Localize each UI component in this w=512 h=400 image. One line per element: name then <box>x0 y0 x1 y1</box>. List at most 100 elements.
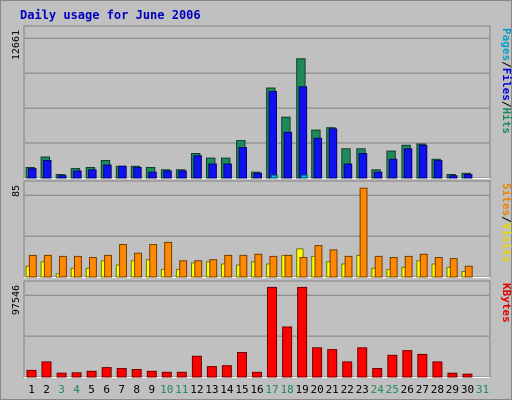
bar-files-day-14 <box>223 163 232 179</box>
bar-kbytes-day-16 <box>252 371 262 378</box>
panel-3: 97546 KBytes <box>11 280 512 378</box>
day-label-12: 12 <box>190 383 203 396</box>
bar-files-day-17 <box>268 91 277 179</box>
bar-sites-day-30 <box>464 265 473 278</box>
bar-files-day-23 <box>358 153 368 179</box>
legend-kbytes: KBytes <box>500 283 512 323</box>
y-max-label: 12661 <box>11 30 22 60</box>
plot-area <box>23 25 491 179</box>
day-label-14: 14 <box>220 383 234 396</box>
bar-files-day-18 <box>283 131 293 179</box>
day-label-10: 10 <box>160 383 173 396</box>
bar-sites-day-20 <box>314 245 323 278</box>
bar-sites-day-17 <box>269 255 278 278</box>
y-max-label: 85 <box>11 185 22 197</box>
bar-kbytes-day-4 <box>71 372 82 378</box>
bar-sites-day-18 <box>284 254 293 278</box>
bar-kbytes-day-6 <box>101 367 112 378</box>
bar-sites-day-2 <box>43 254 52 278</box>
legend-separator: / <box>500 216 512 223</box>
bar-kbytes-day-25 <box>387 354 398 378</box>
day-label-31: 31 <box>476 383 489 396</box>
bar-files-day-11 <box>178 170 187 179</box>
day-label-24: 24 <box>371 383 385 396</box>
bar-kbytes-day-22 <box>342 361 353 378</box>
bar-pages-day-17 <box>270 174 278 179</box>
day-label-11: 11 <box>175 383 188 396</box>
legend-separator: / <box>500 101 512 108</box>
y-max-label: 97546 <box>11 285 22 315</box>
day-label-19: 19 <box>295 383 308 396</box>
bar-files-day-12 <box>193 155 202 179</box>
legend-panel-1: Pages/Files/Hits <box>500 28 512 134</box>
day-label-26: 26 <box>401 383 414 396</box>
day-label-25: 25 <box>386 383 399 396</box>
bar-sites-day-27 <box>419 253 428 278</box>
bar-kbytes-day-11 <box>176 371 187 378</box>
bar-sites-day-9 <box>149 244 158 278</box>
bar-sites-day-5 <box>89 257 97 278</box>
day-label-16: 16 <box>250 383 263 396</box>
legend-pages: Pages <box>500 28 512 61</box>
bar-kbytes-day-20 <box>312 347 323 378</box>
panel-2: 85 Sites/Visits <box>11 180 512 278</box>
bar-kbytes-day-29 <box>447 372 458 378</box>
bar-files-day-5 <box>88 169 97 179</box>
day-label-27: 27 <box>416 383 429 396</box>
legend-visits: Visits <box>500 223 512 263</box>
chart-title: Daily usage for June 2006 <box>20 8 201 22</box>
bar-sites-day-29 <box>449 258 458 278</box>
bar-files-day-2 <box>43 160 52 179</box>
day-label-1: 1 <box>28 383 35 396</box>
bar-sites-day-6 <box>104 254 112 278</box>
bar-files-day-29 <box>448 175 458 179</box>
day-label-8: 8 <box>133 383 140 396</box>
bar-files-day-13 <box>208 163 217 179</box>
bar-kbytes-day-30 <box>462 373 473 378</box>
bar-sites-day-25 <box>389 257 398 278</box>
plot-area <box>23 280 491 378</box>
bar-sites-day-13 <box>209 259 218 278</box>
bar-sites-day-23 <box>359 187 368 278</box>
day-label-3: 3 <box>58 383 65 396</box>
day-label-23: 23 <box>356 383 369 396</box>
bar-kbytes-day-10 <box>161 371 172 378</box>
bar-files-day-20 <box>313 137 323 179</box>
day-label-6: 6 <box>103 383 110 396</box>
legend-panel-2: Sites/Visits <box>500 183 512 263</box>
day-label-21: 21 <box>326 383 339 396</box>
bar-sites-day-8 <box>134 252 143 278</box>
bar-kbytes-day-3 <box>56 372 67 378</box>
legend-panel-3: KBytes <box>500 283 512 323</box>
bar-kbytes-day-5 <box>86 370 97 378</box>
bar-kbytes-day-13 <box>206 366 217 378</box>
bar-sites-day-19 <box>299 257 308 278</box>
bar-kbytes-day-21 <box>327 349 338 378</box>
bar-sites-day-3 <box>59 255 67 278</box>
bar-sites-day-15 <box>239 254 248 278</box>
bar-kbytes-day-17 <box>267 286 277 378</box>
bar-files-day-6 <box>103 164 112 179</box>
bar-sites-day-21 <box>329 249 338 278</box>
bar-files-day-25 <box>388 158 398 179</box>
day-label-2: 2 <box>43 383 50 396</box>
bar-kbytes-day-28 <box>432 361 443 378</box>
bar-sites-day-4 <box>74 255 82 278</box>
day-label-4: 4 <box>73 383 80 396</box>
bar-files-day-22 <box>343 163 353 179</box>
bar-kbytes-day-27 <box>417 353 428 378</box>
bar-files-day-8 <box>133 167 142 179</box>
bar-sites-day-1 <box>28 254 37 278</box>
bar-kbytes-day-8 <box>131 369 142 378</box>
legend-sites: Sites <box>500 183 512 216</box>
bar-kbytes-day-18 <box>282 326 293 378</box>
bar-sites-day-24 <box>374 255 383 278</box>
bar-sites-day-26 <box>404 255 413 278</box>
bar-files-day-7 <box>118 165 127 179</box>
bar-kbytes-day-26 <box>402 350 413 378</box>
bar-files-day-21 <box>328 128 338 179</box>
day-label-5: 5 <box>88 383 95 396</box>
bar-kbytes-day-12 <box>191 355 202 378</box>
day-label-17: 17 <box>265 383 278 396</box>
